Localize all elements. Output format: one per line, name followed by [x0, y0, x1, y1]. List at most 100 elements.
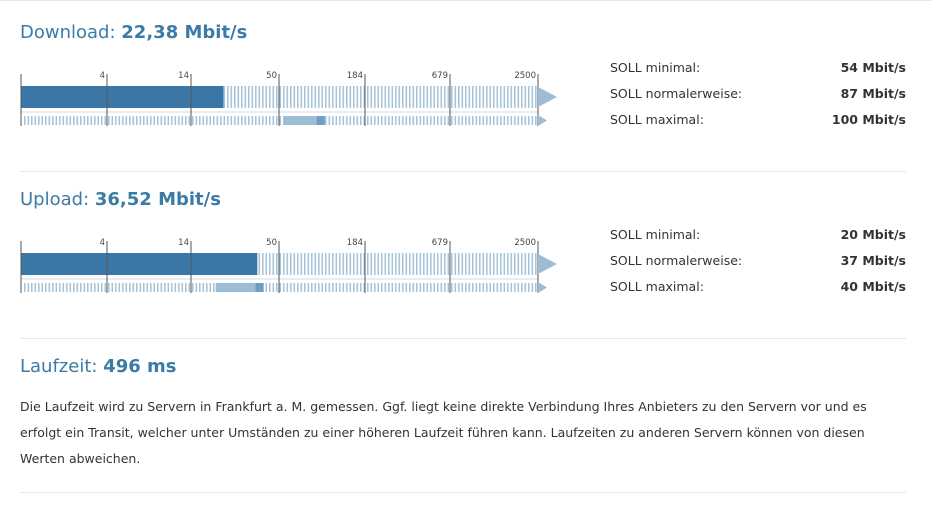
stat-row-minimal: SOLL minimal: 20 Mbit/s: [610, 225, 906, 251]
gauge-range-stripe: [195, 116, 198, 125]
gauge-track-stripe: [416, 86, 418, 108]
gauge-range-stripe: [97, 283, 100, 292]
gauge-track-stripe: [381, 86, 383, 108]
gauge-range-stripe: [195, 283, 198, 292]
gauge-range-stripe: [405, 116, 408, 125]
gauge-track-stripe: [472, 253, 474, 275]
gauge-track-stripe: [388, 253, 390, 275]
gauge-track-stripe: [339, 253, 341, 275]
gauge-track-stripe: [314, 253, 317, 275]
gauge-track-stripe: [465, 86, 467, 108]
gauge-track-stripe: [426, 253, 429, 275]
gauge-range-stripe: [328, 116, 331, 125]
gauge-track-stripe: [335, 253, 338, 275]
gauge-tick-label: 184: [347, 71, 363, 81]
gauge-track-stripe: [454, 86, 457, 108]
gauge-range-stripe: [202, 116, 205, 125]
gauge-tick-label: 50: [266, 71, 277, 81]
gauge-track-stripe: [283, 86, 285, 108]
gauge-track-stripe: [265, 253, 268, 275]
gauge-range-stripe: [465, 116, 467, 125]
gauge-range-stripe: [531, 283, 534, 292]
gauge-range-stripe: [370, 116, 373, 125]
gauge-range-stripe: [381, 116, 383, 125]
gauge-range-stripe: [111, 283, 114, 292]
gauge-range-stripe: [139, 116, 142, 125]
gauge-range-stripe: [286, 283, 289, 292]
gauge-range-stripe: [521, 116, 523, 125]
gauge-range-stripe: [332, 116, 334, 125]
gauge-range-stripe: [489, 116, 492, 125]
gauge-track-stripe: [297, 253, 299, 275]
gauge-track-stripe: [531, 86, 534, 108]
gauge-range-stripe: [125, 283, 128, 292]
gauge-track-stripe: [230, 86, 233, 108]
expected-range-marker: [255, 283, 264, 292]
gauge-track-stripe: [531, 253, 534, 275]
gauge-track-stripe: [461, 253, 464, 275]
gauge-track-stripe: [510, 253, 513, 275]
stat-value: 100 Mbit/s: [831, 112, 906, 127]
stat-row-normal: SOLL normalerweise: 37 Mbit/s: [610, 251, 906, 277]
gauge-track-stripe: [426, 86, 429, 108]
gauge-track-stripe: [304, 253, 306, 275]
gauge-range-stripe: [517, 116, 520, 125]
gauge-range-stripe: [360, 116, 362, 125]
gauge-range-stripe: [24, 116, 26, 125]
gauge-range-stripe: [503, 283, 506, 292]
gauge-track-stripe: [269, 253, 271, 275]
gauge-range-stripe: [440, 116, 443, 125]
gauge-tick-label: 4: [100, 71, 105, 81]
gauge-range-stripe: [41, 116, 44, 125]
gauge-range-stripe: [66, 116, 68, 125]
gauge-track-stripe: [304, 86, 306, 108]
gauge-range-stripe: [157, 116, 159, 125]
gauge-range-stripe: [458, 283, 460, 292]
gauge-track-stripe: [479, 253, 481, 275]
gauge-track-stripe: [475, 86, 478, 108]
gauge-range-stripe: [388, 283, 390, 292]
gauge-range-stripe: [122, 116, 124, 125]
gauge-track-stripe: [349, 86, 352, 108]
gauge-range-stripe: [535, 116, 537, 125]
gauge-track-stripe: [314, 86, 317, 108]
gauge-range-stripe: [384, 116, 387, 125]
gauge-range-stripe: [48, 116, 51, 125]
gauge-range-stripe: [416, 116, 418, 125]
stat-label: SOLL maximal:: [610, 279, 704, 294]
gauge-range-stripe: [27, 283, 30, 292]
gauge-range-stripe: [528, 116, 530, 125]
gauge-range-stripe: [409, 283, 411, 292]
stat-label: SOLL minimal:: [610, 60, 701, 75]
gauge-track-stripe: [412, 253, 415, 275]
stat-row-maximal: SOLL maximal: 100 Mbit/s: [610, 110, 906, 136]
gauge-range-stripe: [300, 283, 303, 292]
gauge-range-stripe: [423, 116, 425, 125]
gauge-track-stripe: [402, 86, 404, 108]
gauge-range-stripe: [374, 116, 376, 125]
gauge-range-stripe: [87, 283, 89, 292]
gauge-range-stripe: [367, 283, 369, 292]
gauge-track-stripe: [528, 253, 530, 275]
gauge-range-stripe: [517, 283, 520, 292]
gauge-arrow-icon: [538, 254, 557, 274]
expected-range-marker: [316, 116, 325, 125]
gauge-track-stripe: [472, 86, 474, 108]
gauge-track-stripe: [451, 86, 453, 108]
gauge-track-stripe: [458, 86, 460, 108]
gauge-track-stripe: [262, 253, 264, 275]
gauge-track-stripe: [486, 253, 488, 275]
gauge-range-stripe: [129, 116, 131, 125]
gauge-range-stripe: [419, 116, 422, 125]
gauge-range-stripe: [493, 116, 495, 125]
gauge-range-stripe: [244, 116, 247, 125]
gauge-range-stripe: [430, 116, 432, 125]
gauge-track-stripe: [227, 86, 229, 108]
gauge-range-stripe: [69, 283, 72, 292]
top-border: [0, 0, 932, 1]
gauge-range-stripe: [251, 116, 254, 125]
gauge-range-stripe: [293, 283, 296, 292]
gauge-range-stripe: [265, 283, 268, 292]
gauge-range-stripe: [398, 116, 401, 125]
gauge-range-stripe: [444, 116, 446, 125]
